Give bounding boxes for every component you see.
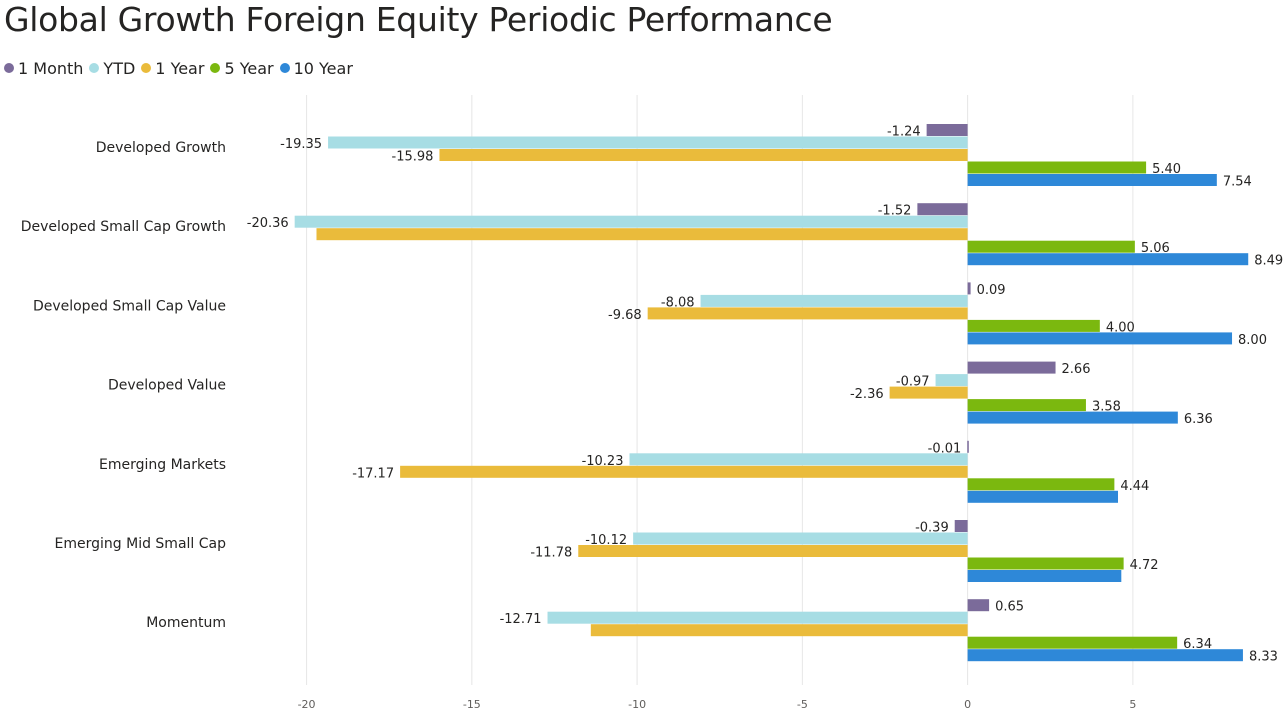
bar-ytd xyxy=(700,294,968,307)
data-label: 4.72 xyxy=(1130,558,1159,573)
data-label: 8.00 xyxy=(1238,333,1267,348)
bar-5-year xyxy=(967,636,1178,649)
data-label: 6.34 xyxy=(1183,637,1212,652)
data-label: -20.36 xyxy=(247,216,289,231)
data-label: -0.39 xyxy=(915,521,949,536)
data-label: 6.36 xyxy=(1184,412,1213,427)
bar-5-year xyxy=(967,319,1100,332)
legend-marker xyxy=(210,63,221,73)
category-label: Emerging Mid Small Cap xyxy=(55,536,227,552)
category-label: Developed Value xyxy=(108,378,226,394)
bar-10-year xyxy=(967,174,1217,186)
bar-10-year xyxy=(967,253,1249,266)
legend-label: 5 Year xyxy=(224,58,274,78)
legend-label: 1 Month xyxy=(18,58,84,78)
data-label: -10.23 xyxy=(582,454,624,469)
bar-1-month xyxy=(967,599,990,612)
bar-1-month xyxy=(967,440,969,453)
x-tick-label: -10 xyxy=(628,698,646,711)
data-label: -9.68 xyxy=(608,308,642,323)
data-label: -11.78 xyxy=(530,546,572,561)
legend-item-0[interactable]: 1 Month xyxy=(4,59,83,78)
data-label: -19.35 xyxy=(280,137,322,152)
bar-5-year xyxy=(967,478,1115,491)
data-label: -2.36 xyxy=(850,387,884,402)
bar-1-year xyxy=(400,465,968,478)
data-label: 4.44 xyxy=(1120,479,1149,494)
x-tick-label: 0 xyxy=(964,698,971,711)
data-label: 0.65 xyxy=(995,600,1024,615)
legend-label: YTD xyxy=(103,58,136,78)
data-label: -10.12 xyxy=(585,533,627,548)
data-label: -12.71 xyxy=(500,612,542,627)
bar-10-year xyxy=(967,649,1243,662)
x-tick-label: -5 xyxy=(797,698,808,711)
bar-5-year xyxy=(967,240,1135,253)
legend-item-4[interactable]: 10 Year xyxy=(279,58,353,78)
bar-5-year xyxy=(967,557,1124,570)
bar-10-year xyxy=(967,570,1122,582)
data-label: 2.66 xyxy=(1062,362,1091,377)
x-tick-label: -15 xyxy=(463,698,481,711)
category-label: Developed Growth xyxy=(96,140,226,156)
bar-1-month xyxy=(967,282,971,295)
legend-item-2[interactable]: 1 Year xyxy=(141,59,204,78)
category-label: Developed Small Cap Value xyxy=(33,298,226,314)
bar-1-month xyxy=(967,361,1056,374)
data-label: 0.09 xyxy=(977,283,1006,298)
category-label: Developed Small Cap Growth xyxy=(21,219,226,235)
bar-ytd xyxy=(633,532,968,545)
bar-1-year xyxy=(647,307,968,320)
legend-marker xyxy=(89,63,100,73)
data-label: -1.52 xyxy=(878,204,912,219)
data-label: 5.06 xyxy=(1141,241,1170,256)
data-label: -0.97 xyxy=(896,375,930,390)
bar-5-year xyxy=(967,399,1086,412)
data-label: -17.17 xyxy=(352,466,394,481)
bar-1-year xyxy=(316,228,968,241)
bar-ytd xyxy=(935,374,968,387)
legend-marker xyxy=(141,63,152,73)
bar-ytd xyxy=(547,611,968,624)
data-label: 4.00 xyxy=(1106,320,1135,335)
bar-5-year xyxy=(967,161,1147,174)
chart-title: Global Growth Foreign Equity Periodic Pe… xyxy=(4,0,833,39)
category-label: Emerging Markets xyxy=(99,457,226,473)
bar-ytd xyxy=(328,136,968,149)
bar-1-month xyxy=(917,203,968,216)
data-label: -8.08 xyxy=(661,295,695,310)
data-label: -1.24 xyxy=(887,125,921,140)
bar-1-year xyxy=(439,149,968,161)
bar-ytd xyxy=(294,215,968,228)
bar-1-year xyxy=(578,545,968,557)
chart-legend: 1 Month YTD 1 Year 5 Year 10 Year xyxy=(4,57,359,79)
data-label: -0.01 xyxy=(928,441,962,456)
legend-label: 1 Year xyxy=(155,58,205,78)
data-label: 3.58 xyxy=(1092,400,1121,415)
legend-marker xyxy=(279,63,290,73)
data-label: 7.54 xyxy=(1223,175,1252,190)
category-label: Momentum xyxy=(146,615,226,631)
bar-1-year xyxy=(590,624,968,637)
data-label: -15.98 xyxy=(392,150,434,165)
legend-label: 10 Year xyxy=(293,58,353,78)
bar-ytd xyxy=(629,453,968,466)
data-label: 8.49 xyxy=(1254,254,1283,269)
data-label: 5.40 xyxy=(1152,162,1181,177)
legend-item-1[interactable]: YTD xyxy=(89,59,135,78)
bar-10-year xyxy=(967,490,1119,503)
bar-10-year xyxy=(967,332,1233,345)
x-tick-label: -20 xyxy=(298,698,316,711)
legend-item-3[interactable]: 5 Year xyxy=(210,58,274,78)
data-label: 8.33 xyxy=(1249,650,1278,665)
legend-marker xyxy=(4,63,14,73)
x-tick-label: 5 xyxy=(1129,698,1136,711)
bar-1-month xyxy=(926,124,968,136)
bar-10-year xyxy=(967,411,1178,424)
bar-1-year xyxy=(889,386,968,399)
bar-1-month xyxy=(954,520,968,532)
